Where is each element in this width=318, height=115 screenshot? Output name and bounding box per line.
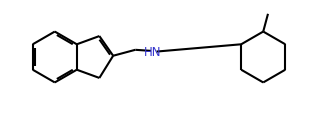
Text: HN: HN [144, 46, 162, 59]
